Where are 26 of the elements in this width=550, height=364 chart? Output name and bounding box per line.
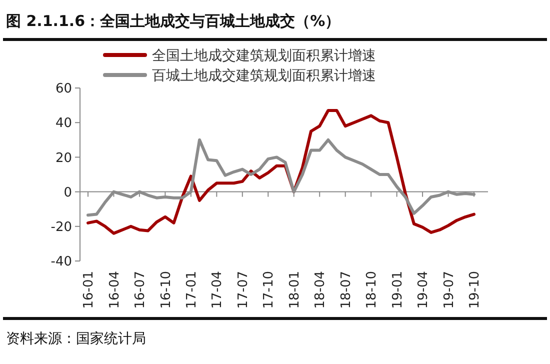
x-tick-label: 16-01 [82, 271, 97, 309]
legend-label: 百城土地成交建筑规划面积累计增速 [152, 68, 376, 84]
y-tick-label: 0 [64, 185, 72, 200]
x-tick-label: 17-04 [210, 271, 226, 309]
x-tick-label: 17-01 [184, 271, 200, 309]
x-tick-label: 16-04 [107, 271, 122, 309]
x-tick-label: 18-07 [338, 271, 354, 309]
y-tick-label: -40 [50, 254, 72, 270]
chart-title: 图 2.1.1.6：全国土地成交与百城土地成交（%） [6, 12, 340, 30]
x-tick-label: 17-07 [236, 271, 251, 309]
y-tick-label: 40 [55, 116, 72, 132]
legend-label: 全国土地成交建筑规划面积累计增速 [152, 48, 376, 64]
text: 资料来源：国家统计局 [6, 331, 146, 347]
y-tick-label: 60 [55, 82, 72, 97]
y-tick-label: 20 [55, 150, 72, 166]
x-tick-label: 16-07 [133, 271, 148, 309]
x-tick-label: 19-07 [442, 271, 457, 309]
y-tick-label: -20 [50, 220, 72, 235]
x-tick-label: 17-10 [262, 271, 277, 309]
x-tick-label: 19-01 [390, 271, 406, 309]
x-tick-label: 19-10 [468, 271, 483, 309]
x-tick-label: 16-10 [158, 271, 174, 309]
x-tick-label: 18-01 [287, 271, 302, 309]
x-tick-label: 18-04 [313, 271, 328, 309]
x-tick-label: 19-04 [416, 271, 432, 309]
x-tick-label: 18-10 [364, 271, 380, 309]
